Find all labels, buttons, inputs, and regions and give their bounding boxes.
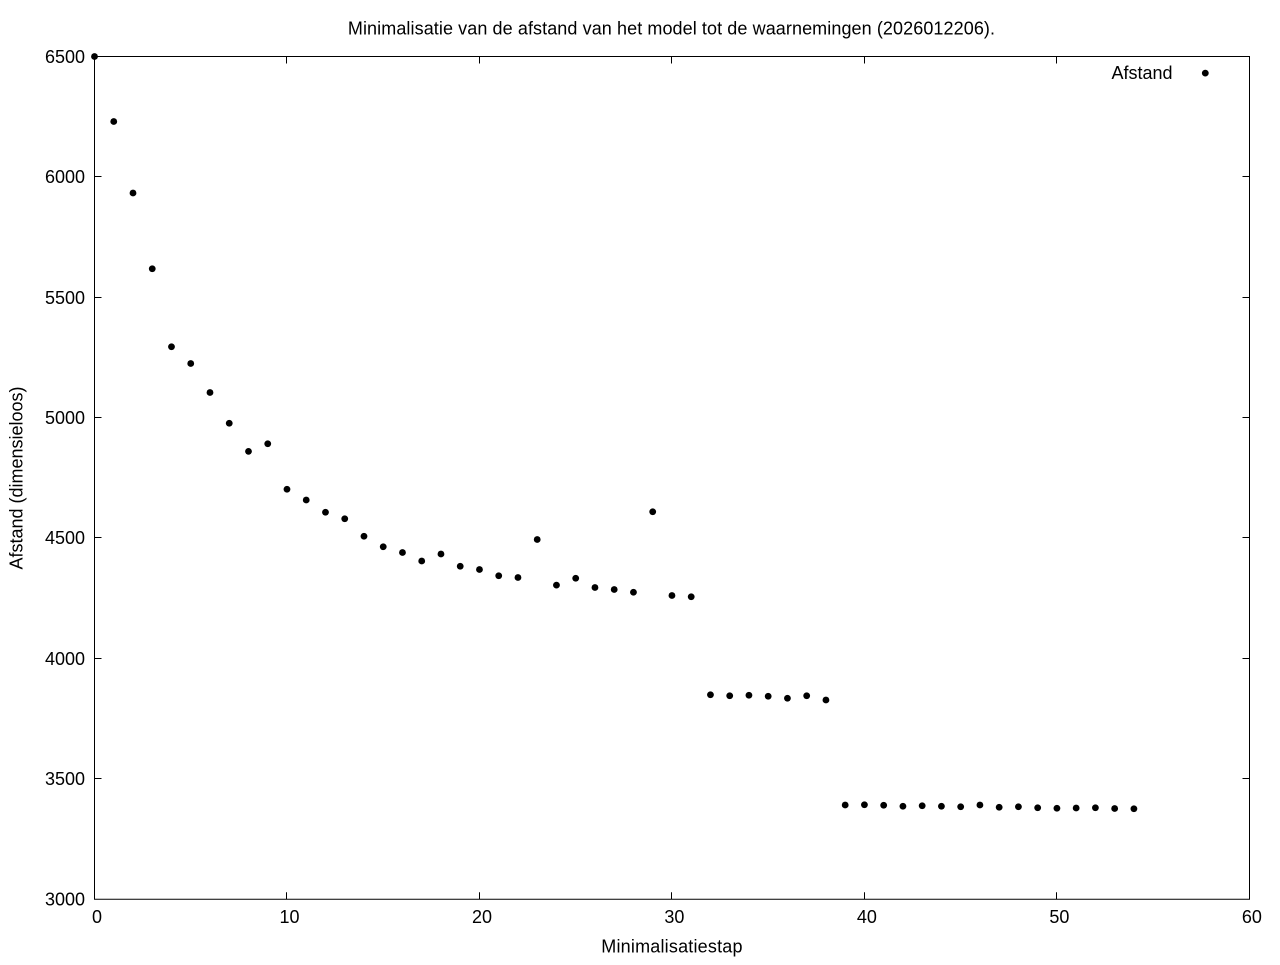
svg-text:Minimalisatiestap: Minimalisatiestap (601, 937, 742, 957)
svg-text:60: 60 (1242, 907, 1262, 927)
svg-text:6500: 6500 (45, 47, 85, 67)
svg-text:3000: 3000 (45, 889, 85, 909)
svg-text:Minimalisatie van de afstand v: Minimalisatie van de afstand van het mod… (348, 19, 995, 39)
svg-text:30: 30 (664, 907, 684, 927)
svg-text:5000: 5000 (45, 408, 85, 428)
svg-text:5500: 5500 (45, 288, 85, 308)
svg-text:3500: 3500 (45, 769, 85, 789)
svg-text:10: 10 (279, 907, 299, 927)
svg-text:0: 0 (92, 907, 102, 927)
svg-text:50: 50 (1049, 907, 1069, 927)
svg-text:4000: 4000 (45, 649, 85, 669)
svg-text:40: 40 (857, 907, 877, 927)
svg-text:Afstand: Afstand (1111, 63, 1172, 83)
svg-text:Afstand (dimensieloos): Afstand (dimensieloos) (7, 386, 27, 569)
svg-text:4500: 4500 (45, 528, 85, 548)
svg-text:6000: 6000 (45, 167, 85, 187)
svg-text:20: 20 (472, 907, 492, 927)
